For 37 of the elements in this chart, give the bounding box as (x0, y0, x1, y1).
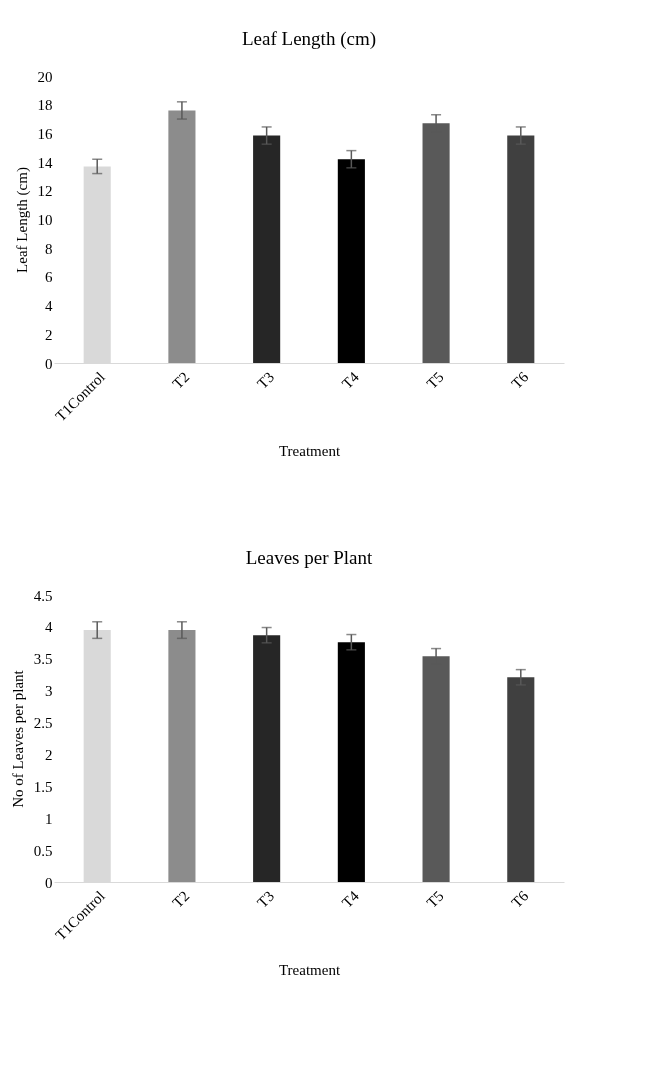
y-tick-label: 2.5 (33, 715, 53, 732)
x-tick-label: T5 (423, 368, 447, 392)
y-tick-label: 3.5 (33, 651, 53, 668)
y-tick-label: 1.5 (33, 778, 53, 795)
y-tick-label: 18 (37, 97, 53, 114)
y-tick-label: 3 (45, 683, 53, 700)
x-tick-label: T6 (508, 368, 532, 392)
y-tick-label: 16 (37, 125, 53, 142)
y-tick-label: 10 (37, 212, 53, 228)
x-axis-title: Treatment (278, 443, 341, 460)
chart-title: Leaf Length (cm) (242, 28, 376, 50)
y-tick-label: 2 (45, 746, 53, 763)
y-tick-label: 2 (45, 326, 53, 343)
x-tick-label: T5 (423, 887, 447, 911)
x-tick-label: T4 (338, 368, 363, 392)
y-tick-label: 12 (37, 183, 53, 200)
x-tick-label: T2 (169, 887, 193, 911)
x-tick-label: T3 (254, 887, 278, 911)
y-tick-label: 4.5 (33, 587, 53, 604)
y-tick-label: 20 (37, 68, 53, 85)
y-axis-title: Leaf Length (cm) (13, 167, 31, 273)
x-tick-label: T4 (338, 887, 363, 911)
chart-title: Leaves per Plant (245, 547, 374, 568)
y-tick-label: 14 (37, 154, 53, 171)
y-tick-label: 4 (45, 298, 53, 315)
y-tick-label: 8 (45, 240, 53, 257)
y-tick-label: 4 (45, 619, 53, 636)
x-axis-title: Treatment (278, 962, 341, 979)
x-tick-label: T3 (254, 368, 278, 392)
x-tick-label: T6 (508, 887, 532, 911)
y-tick-label: 0 (45, 874, 53, 891)
y-tick-label: 0.5 (33, 842, 53, 859)
y-axis-title: No of Leaves per plant (9, 669, 26, 808)
y-tick-label: 1 (45, 810, 53, 827)
x-tick-label: T2 (169, 368, 193, 392)
y-tick-label: 6 (45, 269, 53, 286)
y-tick-label: 0 (45, 355, 53, 372)
